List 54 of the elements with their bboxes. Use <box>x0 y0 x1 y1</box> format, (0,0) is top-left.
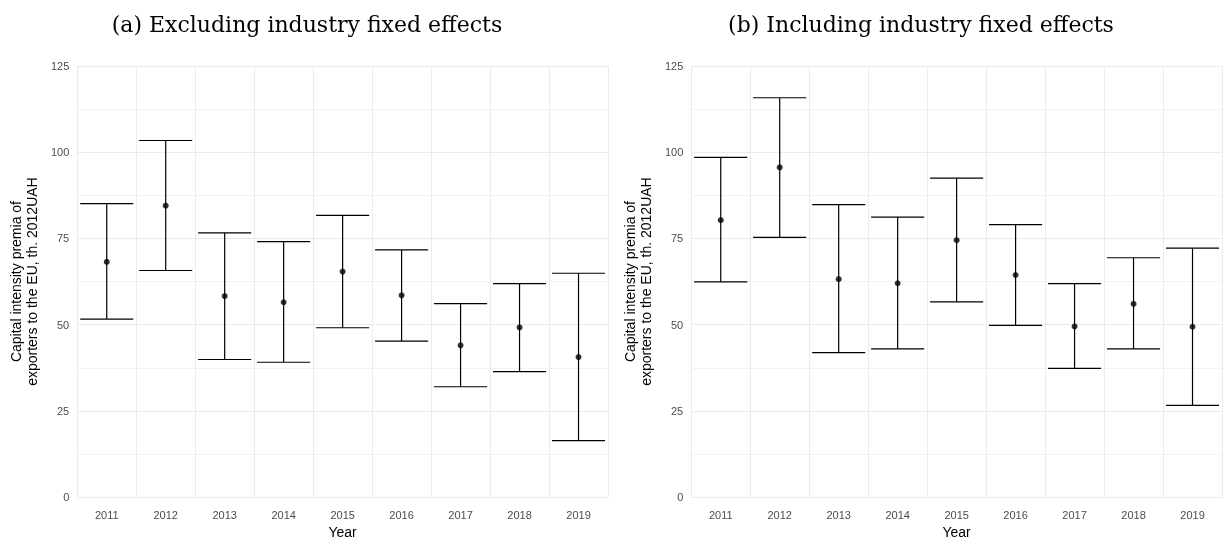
point <box>339 268 346 275</box>
x-tick-label: 2013 <box>212 508 237 521</box>
y-axis-title: Capital intensity premia of exporters to the EU, th. 2012UAH <box>8 177 40 386</box>
point <box>280 299 287 306</box>
y-tick-label: 25 <box>57 404 70 417</box>
x-tick-label: 2017 <box>1062 508 1087 521</box>
x-axis-title: Year <box>328 524 358 540</box>
y-tick-label: 125 <box>664 60 684 72</box>
y-tick-label: 100 <box>664 146 684 159</box>
y-tick-label: 75 <box>671 232 684 245</box>
y-tick-label: 50 <box>671 318 684 331</box>
x-tick-label: 2011 <box>94 508 119 521</box>
y-tick-label: 75 <box>57 232 70 245</box>
point <box>835 276 842 283</box>
y-tick-label: 0 <box>677 491 684 504</box>
y-tick-label: 0 <box>63 491 70 504</box>
x-tick-label: 2016 <box>1003 508 1028 521</box>
y-axis-title: Capital intensity premia of exporters to the EU, th. 2012UAH <box>622 177 654 386</box>
x-tick-label: 2017 <box>448 508 473 521</box>
point <box>776 164 783 171</box>
x-tick-label: 2013 <box>826 508 851 521</box>
x-tick-label: 2012 <box>153 508 178 521</box>
point <box>516 324 523 331</box>
x-tick-label: 2014 <box>885 508 910 521</box>
point <box>717 217 724 224</box>
point <box>103 258 110 265</box>
x-tick-label: 2012 <box>767 508 792 521</box>
x-tick-label: 2019 <box>1180 508 1205 521</box>
x-tick-label: 2016 <box>389 508 414 521</box>
point <box>1071 323 1078 330</box>
point <box>457 342 464 349</box>
point <box>1189 323 1196 330</box>
x-tick-label: 2015 <box>330 508 355 521</box>
x-axis-title: Year <box>942 524 972 540</box>
point <box>221 293 228 300</box>
point <box>162 202 169 209</box>
x-tick-label: 2011 <box>708 508 733 521</box>
point <box>398 292 405 299</box>
point <box>575 354 582 361</box>
y-tick-label: 25 <box>671 404 684 417</box>
point <box>894 280 901 287</box>
y-tick-label: 100 <box>50 146 70 159</box>
x-tick-label: 2014 <box>271 508 296 521</box>
point <box>953 237 960 244</box>
x-tick-label: 2019 <box>566 508 591 521</box>
x-tick-label: 2015 <box>944 508 969 521</box>
chart-title: (a) Excluding industry fixed effects <box>111 11 503 37</box>
point <box>1130 300 1137 307</box>
point <box>1012 272 1019 278</box>
chart-title: (b) Including industry fixed effects <box>728 11 1114 37</box>
x-tick-label: 2018 <box>507 508 532 521</box>
y-tick-label: 125 <box>50 60 70 72</box>
x-tick-label: 2018 <box>1121 508 1146 521</box>
y-tick-label: 50 <box>57 318 70 331</box>
